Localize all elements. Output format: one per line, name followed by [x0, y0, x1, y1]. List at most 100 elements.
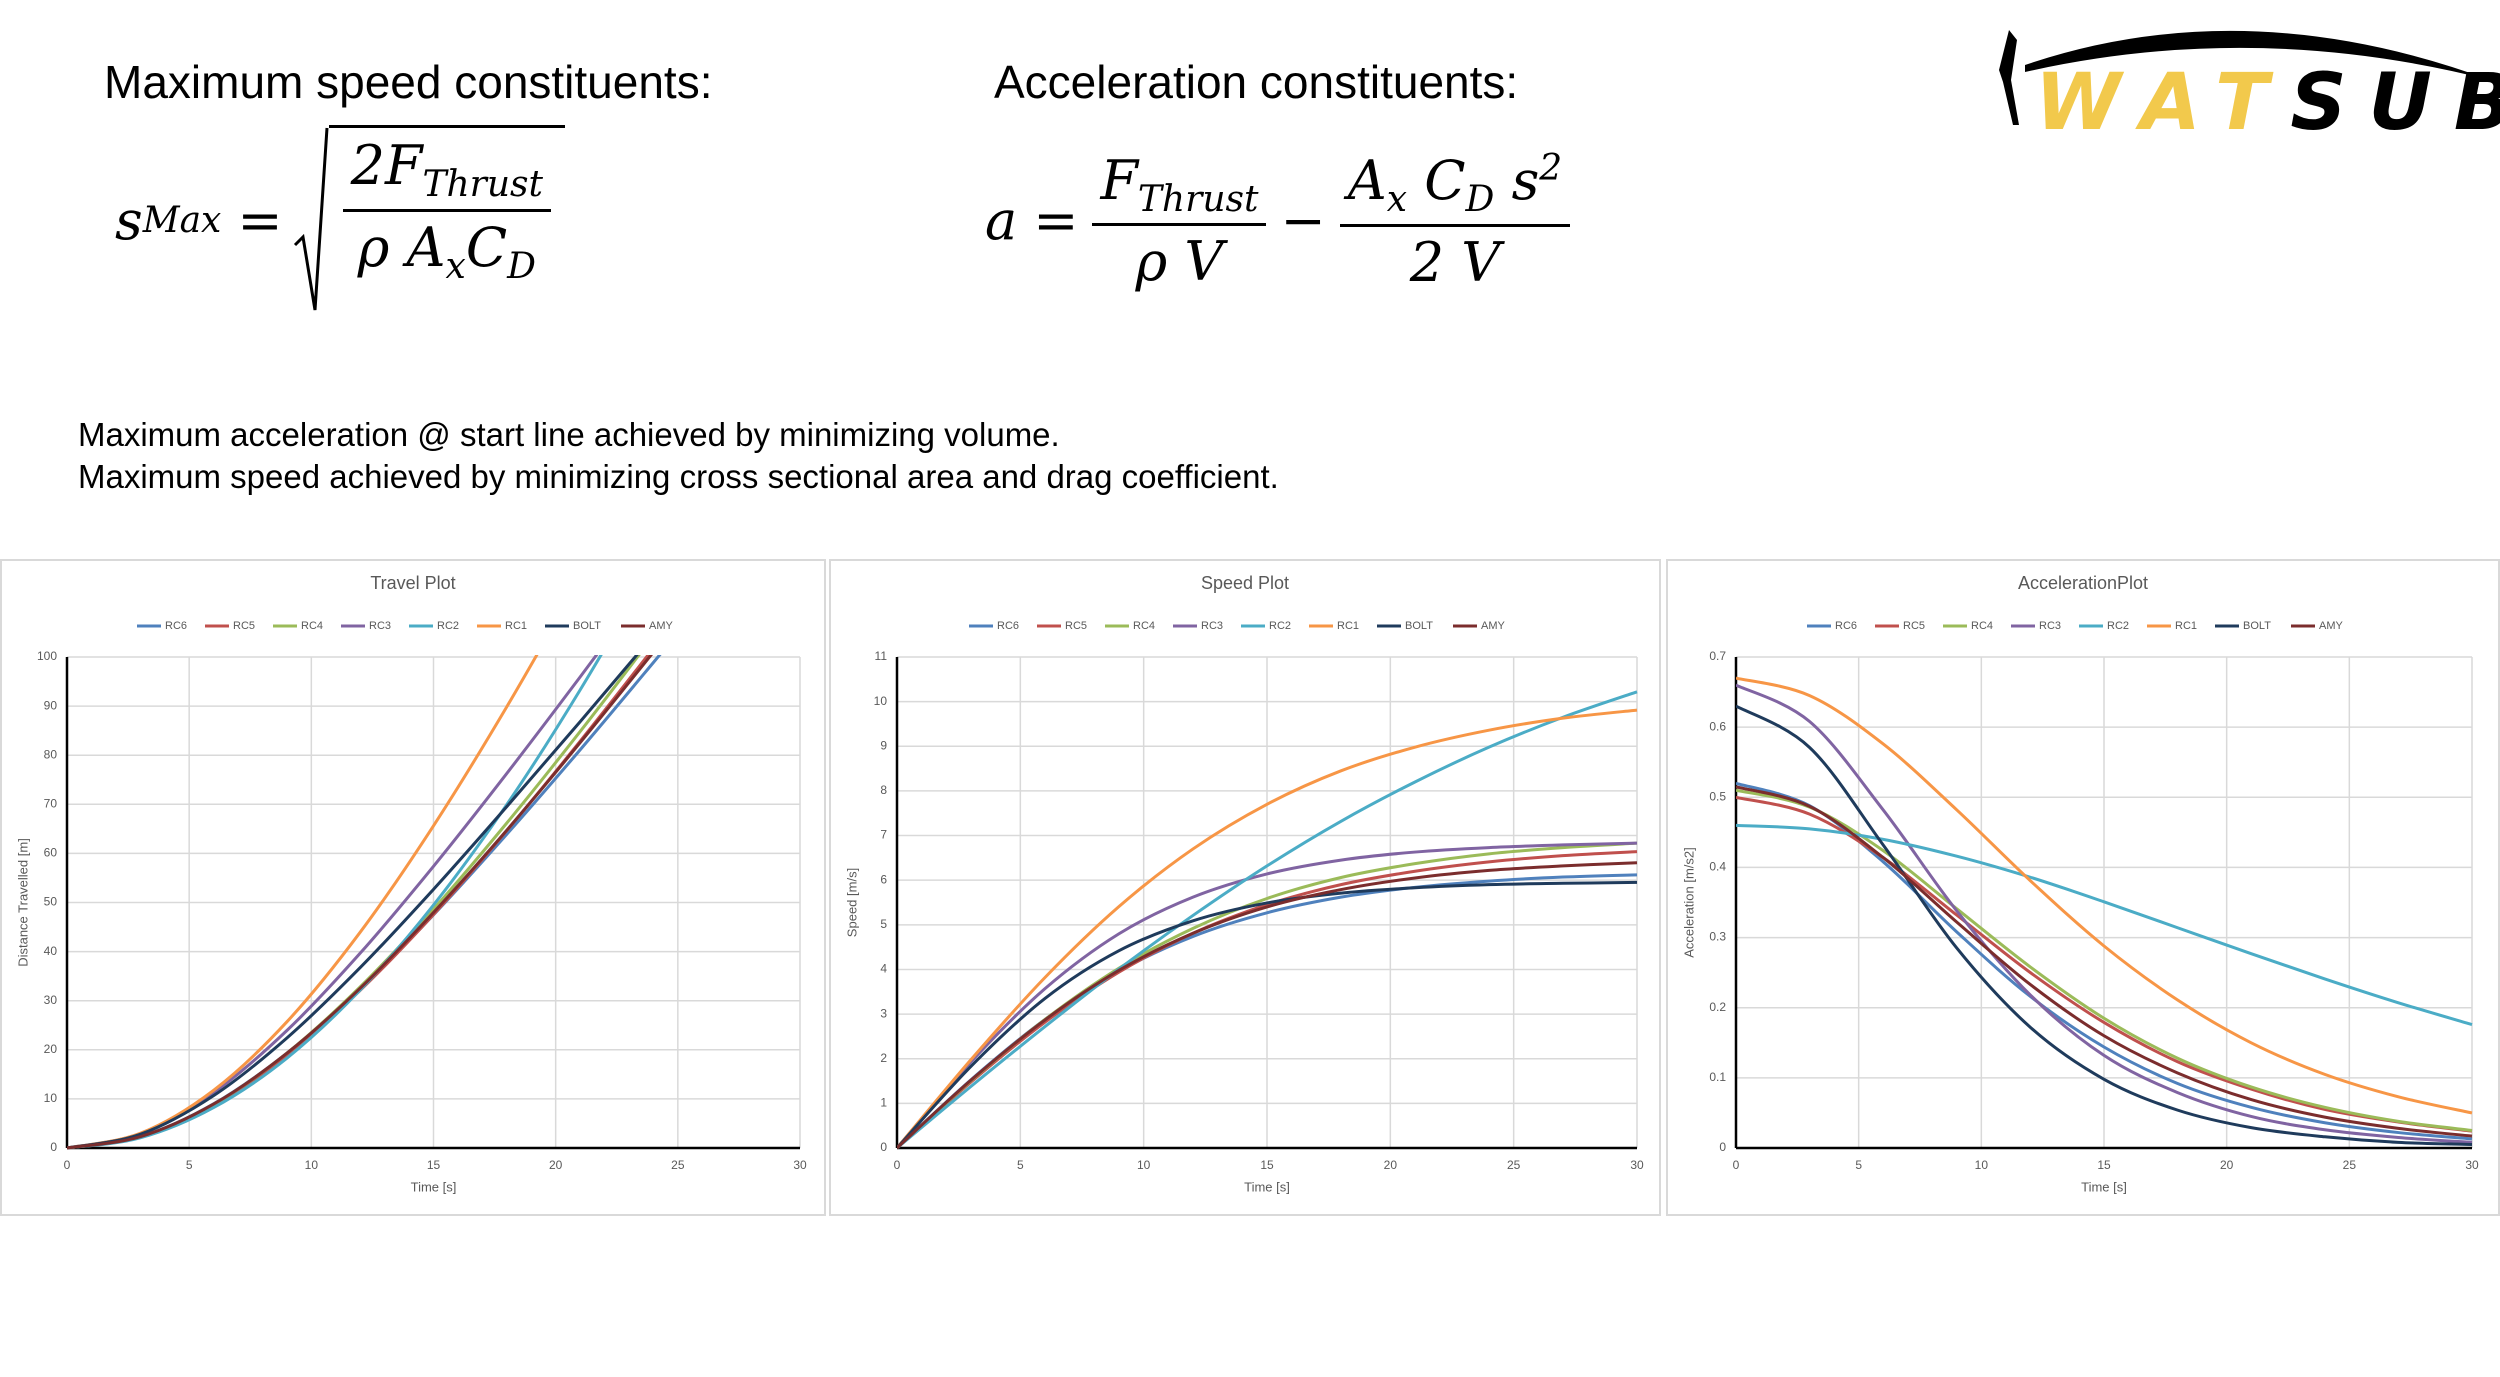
series-line [897, 708, 1638, 1149]
denominator: ρ A [357, 215, 446, 279]
x-tick-label: 15 [2097, 1158, 2111, 1172]
x-tick-label: 15 [1260, 1158, 1274, 1172]
y-tick-label: 0.1 [1709, 1070, 1726, 1084]
subscript: Thrust [1137, 178, 1259, 220]
legend-label: RC5 [1903, 620, 1925, 632]
denominator: 2 V [1409, 230, 1501, 294]
y-tick-label: 0.3 [1709, 930, 1726, 944]
logo-graphic [1999, 30, 2490, 125]
logo-text: WATSUB [2035, 58, 2500, 148]
numerator: C [1424, 149, 1466, 212]
series-line [897, 861, 1638, 1150]
numerator: F [1100, 148, 1138, 212]
equals: = [1033, 189, 1079, 253]
x-tick-label: 30 [793, 1158, 807, 1172]
x-tick-label: 20 [549, 1158, 563, 1172]
y-axis-label: Distance Travelled [m] [15, 838, 30, 967]
x-tick-label: 30 [1630, 1158, 1644, 1172]
subscript: D [1465, 178, 1495, 220]
formula-accel: a = FThrust ρ V − Ax CD s2 2 V [985, 148, 1584, 294]
formula-speed: s Max = 2FThrust ρ AxCD [115, 125, 565, 315]
y-axis-label: Acceleration [m/s2] [1681, 847, 1696, 958]
series-line [1736, 785, 2473, 1138]
superscript: 2 [1539, 148, 1563, 189]
y-tick-label: 8 [880, 783, 887, 797]
square-root: 2FThrust ρ AxCD [293, 125, 565, 315]
y-tick-label: 3 [880, 1006, 887, 1020]
x-tick-label: 20 [1384, 1158, 1398, 1172]
y-tick-label: 40 [44, 944, 58, 958]
y-tick-label: 0.4 [1709, 860, 1726, 874]
logo-part: SUB [2290, 58, 2500, 148]
legend-label: RC3 [1201, 620, 1223, 632]
y-tick-label: 0 [1719, 1140, 1726, 1154]
series-line [67, 655, 639, 1150]
subscript: D [507, 245, 537, 287]
y-tick-label: 100 [37, 649, 57, 663]
legend-label: RC6 [1835, 620, 1857, 632]
series-line [67, 655, 603, 1150]
legend-label: RC4 [1971, 620, 1993, 632]
legend-label: AMY [649, 620, 674, 632]
series-line [1736, 704, 2473, 1146]
logo-part: WAT [2035, 58, 2291, 148]
panel [1666, 559, 2500, 1216]
x-tick-label: 25 [671, 1158, 685, 1172]
series-line [897, 880, 1638, 1150]
note: Maximum acceleration @ start line achiev… [78, 416, 1060, 453]
heading: Maximum speed constituents: [104, 56, 713, 108]
legend-label: RC5 [233, 620, 255, 632]
y-tick-label: 20 [44, 1042, 58, 1056]
minus: − [1280, 189, 1326, 253]
series-line [67, 655, 539, 1150]
x-tick-label: 25 [1507, 1158, 1521, 1172]
y-tick-label: 80 [44, 747, 58, 761]
x-tick-label: 0 [894, 1158, 901, 1172]
x-tick-label: 25 [2343, 1158, 2357, 1172]
x-tick-label: 10 [305, 1158, 319, 1172]
y-tick-label: 30 [44, 993, 58, 1007]
series-line [897, 850, 1638, 1150]
legend-label: RC2 [2107, 620, 2129, 632]
legend-label: BOLT [573, 620, 601, 632]
y-tick-label: 4 [880, 962, 887, 976]
x-tick-label: 20 [2220, 1158, 2234, 1172]
subscript: Thrust [422, 163, 543, 205]
y-tick-label: 70 [44, 796, 58, 810]
chart-title: AccelerationPlot [2018, 573, 2148, 593]
legend-label: RC2 [437, 620, 459, 632]
x-tick-label: 5 [1855, 1158, 1862, 1172]
y-tick-label: 2 [880, 1051, 887, 1065]
y-tick-label: 0 [50, 1140, 57, 1154]
heading: Acceleration constituents: [994, 56, 1519, 108]
y-tick-label: 0.2 [1709, 1000, 1726, 1014]
x-tick-label: 15 [427, 1158, 441, 1172]
series-line [67, 655, 653, 1150]
legend-label: RC4 [1133, 620, 1155, 632]
x-tick-label: 5 [1017, 1158, 1024, 1172]
x-tick-label: 0 [64, 1158, 71, 1172]
numerator: 2F [350, 134, 423, 197]
subscript: x [1386, 178, 1408, 220]
chart-title: Speed Plot [1201, 573, 1289, 593]
legend-label: RC1 [1337, 620, 1359, 632]
y-tick-label: 7 [880, 828, 887, 842]
series-line [1736, 676, 2473, 1115]
y-tick-label: 6 [880, 872, 887, 886]
x-axis-label: Time [s] [1244, 1179, 1290, 1194]
y-tick-label: 50 [44, 895, 58, 909]
legend-label: RC6 [997, 620, 1019, 632]
numerator: A [1347, 149, 1387, 212]
note: Maximum speed achieved by minimizing cro… [78, 458, 1279, 495]
chart-title: Travel Plot [370, 573, 455, 593]
panel [0, 559, 826, 1216]
legend-label: RC5 [1065, 620, 1087, 632]
legend-label: BOLT [1405, 620, 1433, 632]
x-tick-label: 10 [1975, 1158, 1989, 1172]
logo: WATSUB [1995, 10, 2500, 148]
y-tick-label: 90 [44, 698, 58, 712]
x-tick-label: 30 [2465, 1158, 2479, 1172]
x-tick-label: 5 [186, 1158, 193, 1172]
legend-label: RC1 [2175, 620, 2197, 632]
